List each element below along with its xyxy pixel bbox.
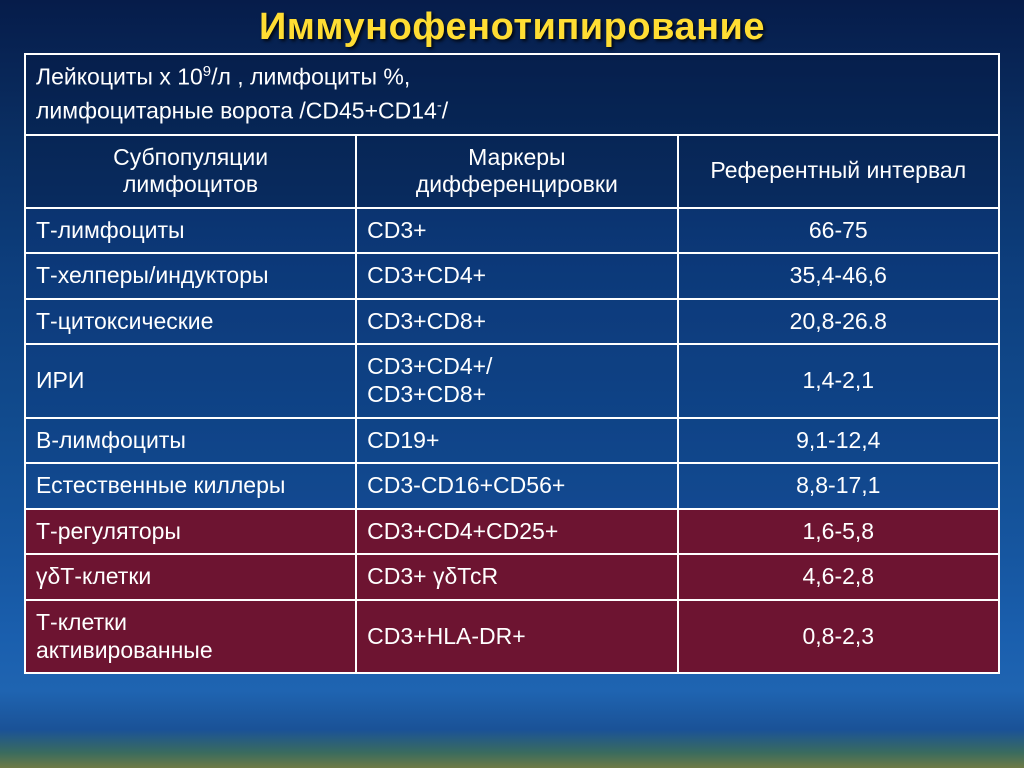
h1b: лимфоцитов (123, 171, 258, 197)
tb2b: / (442, 98, 448, 124)
cell-marker: CD3+ (356, 208, 677, 254)
header-range: Референтный интервал (678, 135, 999, 208)
table-row: Т-лимфоцитыCD3+66-75 (25, 208, 999, 254)
table-row: Т-цитоксическиеCD3+CD8+20,8-26.8 (25, 299, 999, 345)
table-row: Т-хелперы/индукторыCD3+CD4+35,4-46,6 (25, 253, 999, 299)
cell-subpopulation: Т-хелперы/индукторы (25, 253, 356, 299)
table-header-row: Субпопуляции лимфоцитов Маркеры дифферен… (25, 135, 999, 208)
h2b: дифференцировки (416, 171, 618, 197)
topblock-line2: лимфоцитарные ворота /CD45+CD14-/ (36, 97, 988, 125)
cell-marker: CD3+HLA-DR+ (356, 600, 677, 673)
slide-title: Иммунофенотипирование (24, 6, 1000, 49)
header-markers: Маркеры дифференцировки (356, 135, 677, 208)
h1a: Субпопуляции (113, 144, 268, 170)
tb2a: лимфоцитарные ворота /CD45+CD14 (36, 98, 437, 124)
topblock-line1: Лейкоциты х 109/л , лимфоциты %, (36, 63, 988, 91)
cell-subpopulation: Т-регуляторы (25, 509, 356, 555)
cell-marker: CD3-CD16+CD56+ (356, 463, 677, 509)
cell-subpopulation: Естественные киллеры (25, 463, 356, 509)
cell-marker: CD3+CD8+ (356, 299, 677, 345)
cell-range: 8,8-17,1 (678, 463, 999, 509)
h2a: Маркеры (468, 144, 565, 170)
cell-marker: CD3+CD4+/CD3+CD8+ (356, 344, 677, 417)
cell-range: 1,4-2,1 (678, 344, 999, 417)
cell-subpopulation: ИРИ (25, 344, 356, 417)
table-row: Естественные киллерыCD3-CD16+CD56+8,8-17… (25, 463, 999, 509)
cell-subpopulation: Т-лимфоциты (25, 208, 356, 254)
cell-subpopulation: В-лимфоциты (25, 418, 356, 464)
cell-range: 9,1-12,4 (678, 418, 999, 464)
tb1b: /л , лимфоциты %, (211, 64, 410, 90)
cell-subpopulation: Т-клеткиактивированные (25, 600, 356, 673)
cell-marker: CD3+ γδТсR (356, 554, 677, 600)
cell-range: 0,8-2,3 (678, 600, 999, 673)
cell-subpopulation: γδТ-клетки (25, 554, 356, 600)
cell-range: 20,8-26.8 (678, 299, 999, 345)
immuno-table: Лейкоциты х 109/л , лимфоциты %, лимфоци… (24, 53, 1000, 674)
header-subpopulations: Субпопуляции лимфоцитов (25, 135, 356, 208)
cell-range: 1,6-5,8 (678, 509, 999, 555)
h3: Референтный интервал (710, 157, 966, 183)
table-row: Т-регуляторыCD3+CD4+CD25+1,6-5,8 (25, 509, 999, 555)
table-row: ИРИCD3+CD4+/CD3+CD8+1,4-2,1 (25, 344, 999, 417)
cell-marker: CD19+ (356, 418, 677, 464)
cell-range: 4,6-2,8 (678, 554, 999, 600)
table-row: В-лимфоцитыCD19+9,1-12,4 (25, 418, 999, 464)
cell-range: 66-75 (678, 208, 999, 254)
tb1a: Лейкоциты х 10 (36, 64, 203, 90)
cell-subpopulation: Т-цитоксические (25, 299, 356, 345)
table-row: Т-клеткиактивированныеCD3+HLA-DR+0,8-2,3 (25, 600, 999, 673)
cell-marker: CD3+CD4+ (356, 253, 677, 299)
table-row: γδТ-клеткиCD3+ γδТсR4,6-2,8 (25, 554, 999, 600)
table-top-block: Лейкоциты х 109/л , лимфоциты %, лимфоци… (25, 54, 999, 135)
cell-marker: CD3+CD4+CD25+ (356, 509, 677, 555)
tb1sup: 9 (203, 63, 211, 80)
cell-range: 35,4-46,6 (678, 253, 999, 299)
